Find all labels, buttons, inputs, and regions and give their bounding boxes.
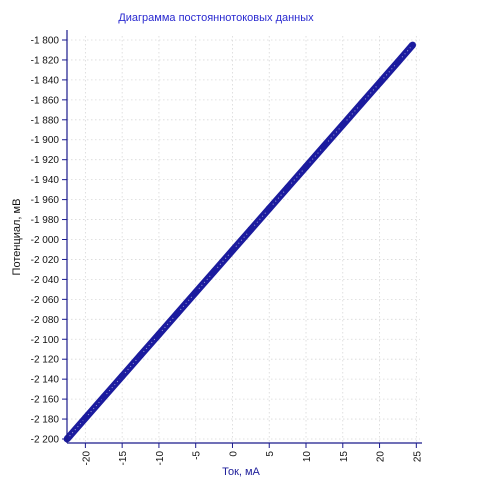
x-tick-label: 0 <box>228 451 239 457</box>
x-axis-label: Ток, мА <box>222 466 260 478</box>
y-tick-label: -1 820 <box>31 55 60 66</box>
series-line-highlight <box>66 44 414 440</box>
y-tick-label: -2 100 <box>31 335 60 346</box>
y-tick-label: -2 000 <box>31 235 60 246</box>
y-tick-label: -2 040 <box>31 275 60 286</box>
data-point <box>210 268 218 275</box>
data-point <box>284 184 292 192</box>
data-point <box>118 372 126 380</box>
y-tick-label: -2 160 <box>31 395 60 406</box>
axes <box>62 30 422 448</box>
data-point <box>173 309 181 317</box>
data-series <box>63 41 417 443</box>
y-tick-label: -1 860 <box>31 95 60 106</box>
data-point <box>229 247 236 254</box>
y-tick-label: -2 060 <box>31 295 60 306</box>
y-tick-label: -2 020 <box>31 255 60 266</box>
y-tick-label: -1 880 <box>31 115 60 126</box>
data-point <box>376 79 383 87</box>
data-point <box>155 330 163 338</box>
data-point <box>137 351 144 359</box>
y-tick-label: -2 200 <box>31 435 60 446</box>
y-tick-label: -2 120 <box>31 355 60 366</box>
data-point <box>100 393 108 401</box>
y-tick-label: -1 980 <box>31 215 60 226</box>
x-tick-label: -15 <box>118 451 129 466</box>
x-tick-label: 10 <box>302 451 313 463</box>
data-point <box>81 414 89 422</box>
y-tick-label: -1 960 <box>31 195 60 206</box>
data-point <box>357 100 365 108</box>
y-tick-label: -1 800 <box>31 35 60 46</box>
data-point <box>320 142 328 150</box>
data-point <box>192 288 200 296</box>
y-tick-labels: -1 800 -1 820 -1 840 -1 860 -1 880 -1 900 -1 9… <box>31 35 60 445</box>
y-tick-label: -1 920 <box>31 155 60 166</box>
x-tick-label: 25 <box>412 451 423 463</box>
chart-title: Диаграмма постояннотоковых данных <box>118 12 314 24</box>
x-tick-label: -10 <box>155 451 166 466</box>
x-tick-label: 15 <box>339 451 350 463</box>
y-tick-label: -1 900 <box>31 135 60 146</box>
y-tick-label: -2 180 <box>31 415 60 426</box>
data-point <box>339 121 347 129</box>
y-tick-label: -1 940 <box>31 175 60 186</box>
data-point <box>394 58 402 66</box>
x-tick-label: -20 <box>81 451 92 466</box>
grid <box>67 36 420 443</box>
y-tick-label: -2 080 <box>31 315 60 326</box>
y-tick-label: -1 840 <box>31 75 60 86</box>
x-tick-label: 20 <box>376 451 387 463</box>
data-point <box>247 226 255 233</box>
data-point <box>302 163 310 171</box>
data-point <box>409 41 417 49</box>
y-tick-label: -2 140 <box>31 375 60 386</box>
data-point <box>265 205 273 212</box>
x-tick-labels: -20 -15 -10 -5 0 5 10 15 20 25 <box>81 451 423 466</box>
x-tick-label: 5 <box>265 451 276 457</box>
x-tick-label: -5 <box>192 451 203 460</box>
y-axis-label: Потенциал, мВ <box>11 199 23 276</box>
